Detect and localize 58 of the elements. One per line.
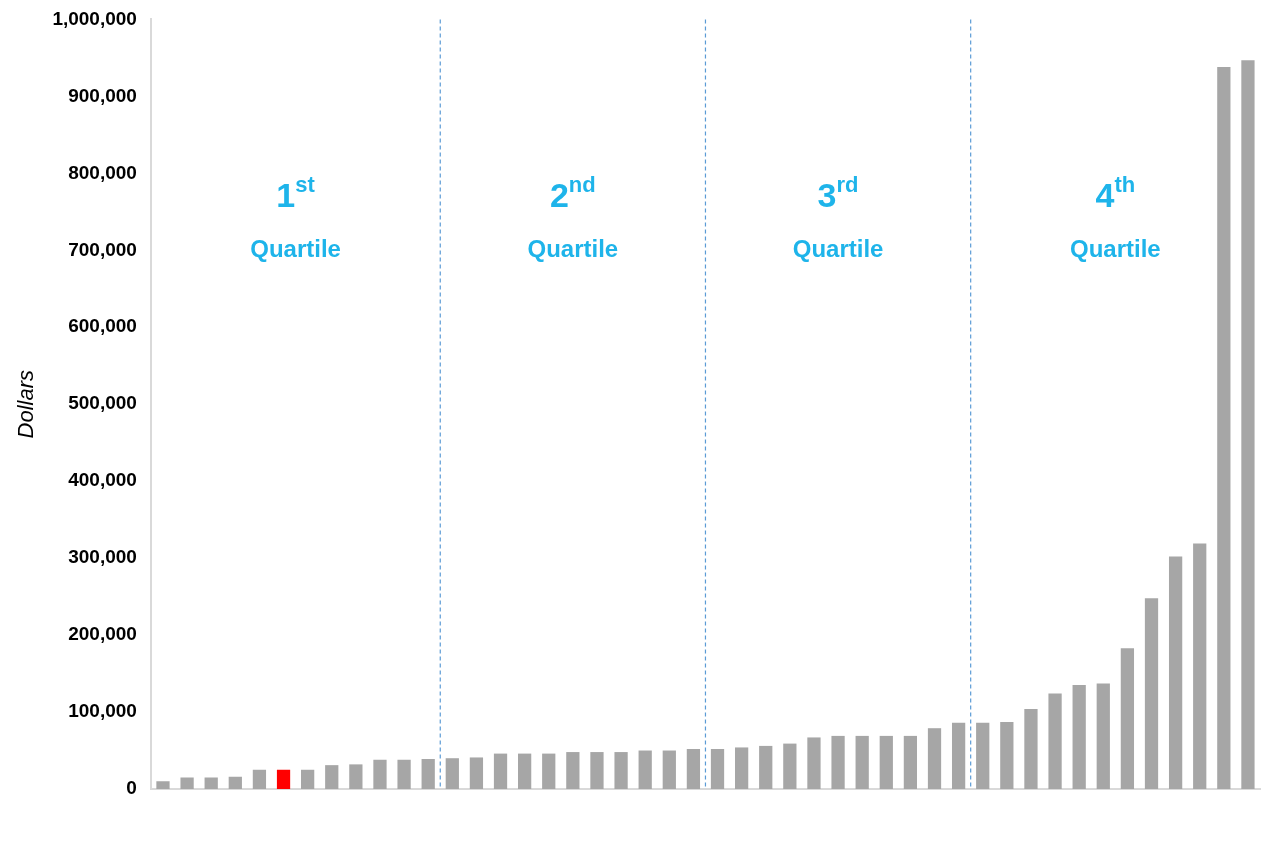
y-tick-label: 500,000 (68, 392, 137, 414)
y-tick-label: 300,000 (68, 546, 137, 568)
y-tick-label: 1,000,000 (52, 7, 137, 29)
bar (614, 752, 628, 789)
y-tick-label: 800,000 (68, 161, 137, 183)
bar (373, 759, 387, 789)
bar (325, 765, 339, 789)
bar (469, 757, 484, 789)
bar (783, 743, 797, 789)
y-tick-label: 0 (126, 777, 137, 799)
bar (951, 722, 966, 789)
bar (1193, 543, 1207, 789)
bar (807, 737, 821, 789)
bar (180, 777, 194, 789)
bar (1120, 648, 1135, 789)
y-axis-title: Dollars (13, 369, 39, 439)
bar (397, 759, 411, 789)
bar (252, 769, 267, 789)
bar (1217, 67, 1231, 789)
bar (759, 745, 773, 789)
bar (445, 758, 459, 789)
y-tick-label: 400,000 (68, 469, 137, 491)
bar (1024, 708, 1038, 789)
y-tick-label: 900,000 (68, 84, 137, 106)
bar (276, 769, 291, 789)
bar (855, 735, 869, 789)
bar (228, 776, 242, 789)
y-tick-label: 600,000 (68, 315, 137, 337)
bar (1144, 598, 1159, 789)
bar (349, 764, 363, 789)
bar (1072, 685, 1086, 789)
bar (590, 752, 604, 789)
bar (1048, 693, 1062, 789)
bar (301, 769, 315, 789)
y-tick-label: 100,000 (68, 700, 137, 722)
bar (662, 750, 676, 789)
bar (566, 752, 580, 789)
bar (1168, 556, 1183, 789)
bar (927, 728, 942, 789)
bar (156, 781, 170, 789)
bar (542, 753, 556, 789)
bar (903, 735, 918, 789)
y-tick-label: 700,000 (68, 238, 137, 260)
bar (493, 753, 508, 789)
bar (879, 735, 893, 789)
bar (831, 735, 845, 789)
y-tick-label: 200,000 (68, 623, 137, 645)
bar (686, 748, 701, 789)
bar (204, 777, 218, 789)
bar (1241, 60, 1255, 789)
bar (1000, 722, 1014, 789)
bar (638, 750, 652, 789)
bar (1096, 683, 1110, 789)
bar (735, 747, 749, 789)
bar (421, 758, 435, 789)
bar (976, 722, 990, 789)
bar (518, 753, 532, 789)
bar (710, 748, 725, 789)
